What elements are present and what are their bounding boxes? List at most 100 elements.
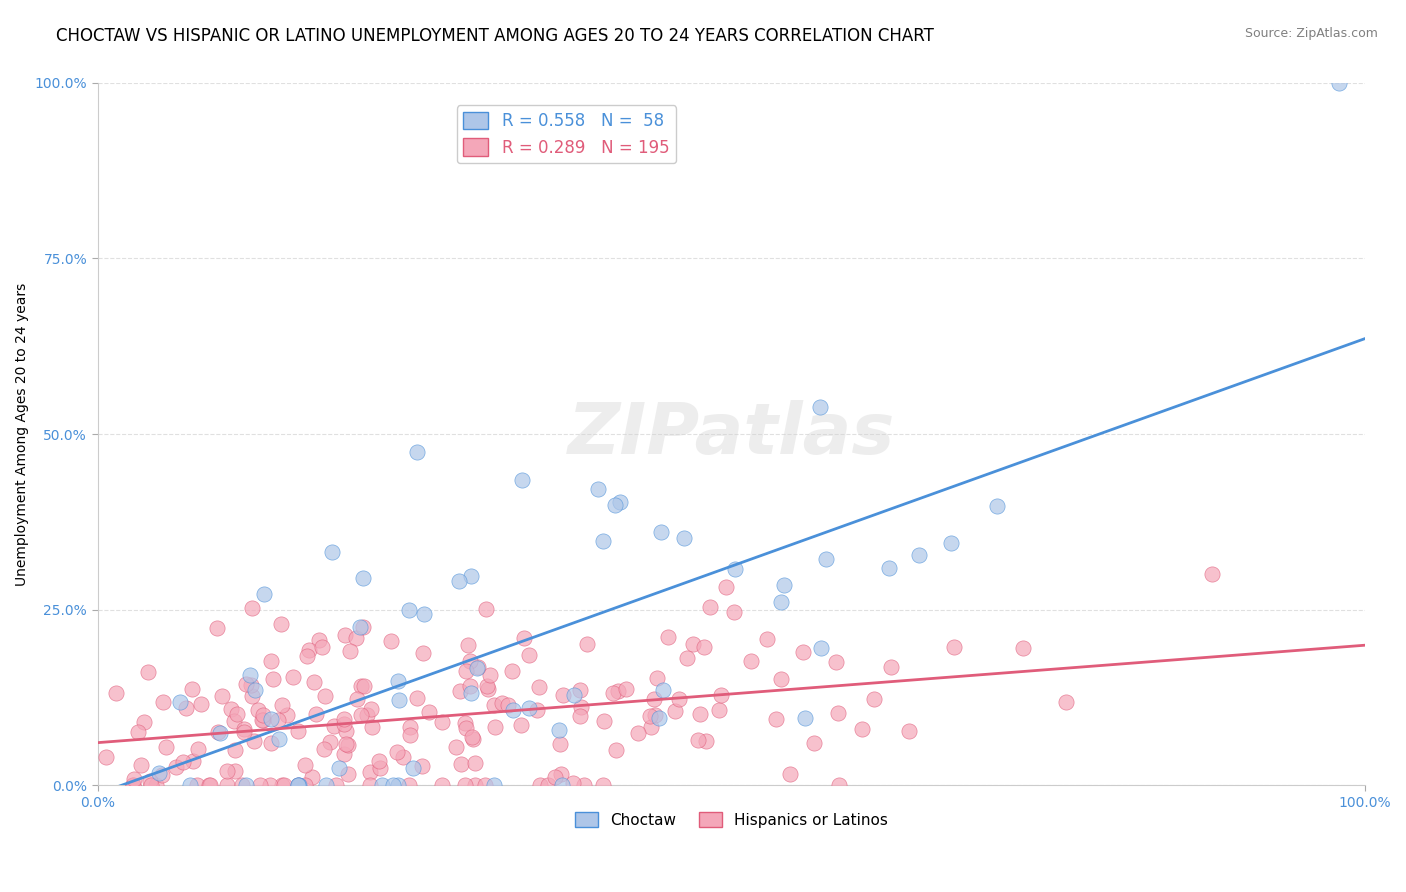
Point — [644, 707, 666, 722]
Point — [709, 703, 731, 717]
Point — [593, 714, 616, 728]
Point — [325, 778, 347, 792]
Point — [418, 705, 440, 719]
Point — [267, 713, 290, 727]
Point — [851, 722, 873, 736]
Point — [676, 651, 699, 665]
Point — [139, 773, 162, 788]
Point — [550, 767, 572, 781]
Point — [344, 631, 367, 645]
Point — [190, 697, 212, 711]
Point — [803, 736, 825, 750]
Point — [586, 483, 609, 497]
Point — [652, 682, 675, 697]
Point — [233, 722, 256, 736]
Point — [664, 704, 686, 718]
Point — [474, 778, 496, 792]
Point — [498, 698, 520, 712]
Point — [271, 778, 294, 792]
Point — [235, 778, 257, 792]
Point — [271, 698, 294, 712]
Point — [240, 601, 263, 615]
Point — [602, 686, 624, 700]
Point — [432, 714, 454, 729]
Point — [287, 778, 309, 792]
Point — [353, 679, 375, 693]
Point — [352, 620, 374, 634]
Point — [332, 747, 354, 761]
Point — [640, 720, 662, 734]
Point — [104, 686, 127, 700]
Point — [510, 474, 533, 488]
Text: Source: ZipAtlas.com: Source: ZipAtlas.com — [1244, 27, 1378, 40]
Point — [898, 723, 921, 738]
Point — [209, 726, 232, 740]
Point — [252, 713, 274, 727]
Point — [186, 778, 208, 792]
Point — [562, 688, 585, 702]
Y-axis label: Unemployment Among Ages 20 to 24 years: Unemployment Among Ages 20 to 24 years — [15, 283, 30, 586]
Point — [482, 778, 505, 792]
Point — [360, 702, 382, 716]
Point — [328, 762, 350, 776]
Point — [288, 778, 311, 792]
Point — [249, 778, 271, 792]
Point — [510, 717, 533, 731]
Point — [200, 778, 222, 792]
Point — [172, 755, 194, 769]
Point — [311, 640, 333, 654]
Point — [449, 574, 471, 589]
Point — [262, 672, 284, 686]
Point — [412, 646, 434, 660]
Point — [333, 712, 356, 726]
Point — [205, 621, 228, 635]
Point — [650, 525, 672, 540]
Point — [301, 770, 323, 784]
Point — [349, 679, 371, 693]
Point — [501, 665, 523, 679]
Point — [643, 692, 665, 706]
Point — [259, 778, 281, 792]
Point — [517, 701, 540, 715]
Point — [322, 719, 344, 733]
Point — [359, 778, 381, 792]
Point — [724, 562, 747, 576]
Point — [314, 690, 336, 704]
Point — [276, 707, 298, 722]
Point — [392, 749, 415, 764]
Point — [94, 749, 117, 764]
Point — [174, 701, 197, 715]
Point — [458, 679, 481, 693]
Point — [349, 708, 371, 723]
Point — [464, 778, 486, 792]
Point — [226, 706, 249, 721]
Point — [260, 712, 283, 726]
Point — [127, 725, 149, 739]
Point — [247, 703, 270, 717]
Point — [575, 636, 598, 650]
Point — [387, 778, 409, 792]
Point — [252, 708, 274, 723]
Point — [406, 691, 429, 706]
Point — [224, 743, 246, 757]
Point — [544, 771, 567, 785]
Point — [512, 631, 534, 645]
Point — [387, 674, 409, 689]
Point — [388, 693, 411, 707]
Point — [1012, 641, 1035, 656]
Point — [169, 695, 191, 709]
Point — [267, 731, 290, 746]
Point — [273, 778, 295, 792]
Point — [569, 683, 592, 698]
Point — [672, 531, 695, 545]
Point — [740, 654, 762, 668]
Point — [287, 778, 309, 792]
Point — [398, 720, 420, 734]
Text: CHOCTAW VS HISPANIC OR LATINO UNEMPLOYMENT AMONG AGES 20 TO 24 YEARS CORRELATION: CHOCTAW VS HISPANIC OR LATINO UNEMPLOYME… — [56, 27, 934, 45]
Point — [551, 688, 574, 702]
Point — [808, 400, 831, 414]
Point — [399, 728, 422, 742]
Point — [460, 686, 482, 700]
Point — [460, 569, 482, 583]
Point — [222, 714, 245, 728]
